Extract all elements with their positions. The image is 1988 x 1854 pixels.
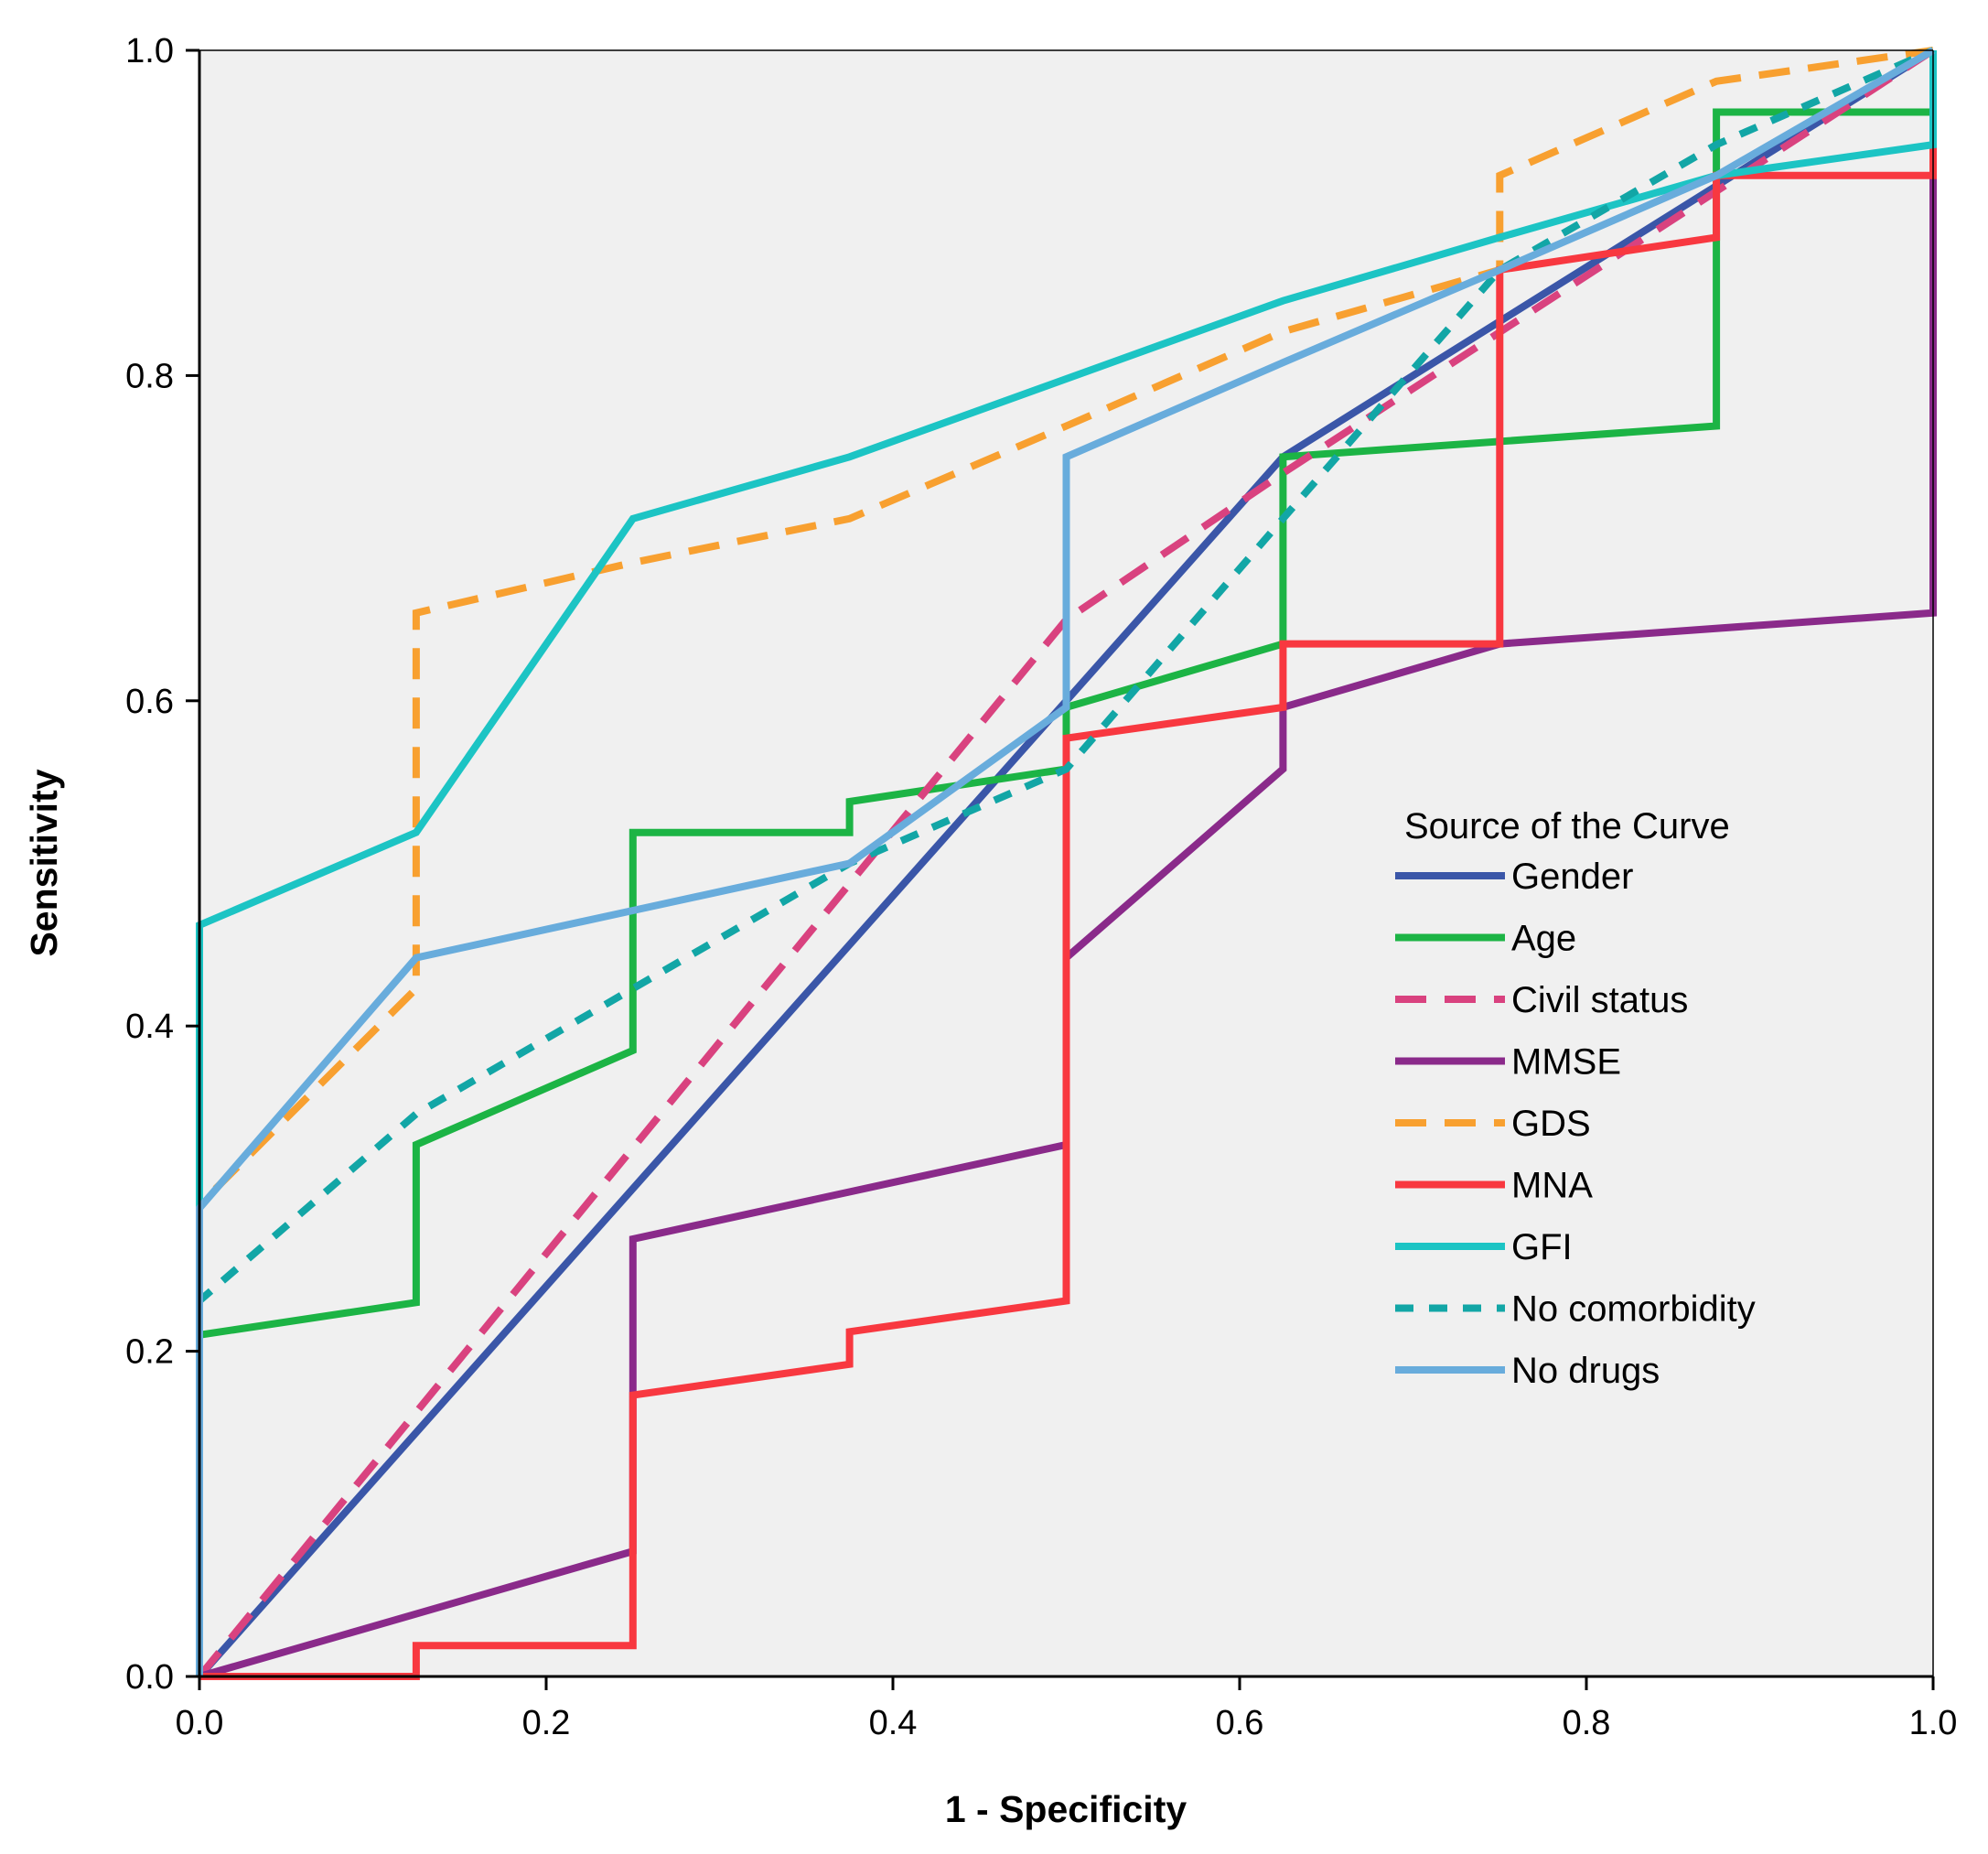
legend-label-gender: Gender [1511,857,1633,897]
y-ticks: 0.0 0.2 0.4 0.6 0.8 1.0 [125,32,199,1697]
x-tick-label: 1.0 [1909,1704,1958,1742]
y-axis-title: Sensitivity [23,769,65,956]
legend-label-no-drugs: No drugs [1511,1351,1660,1391]
series-line-civil-status [196,47,1936,1679]
x-tick-label: 0.0 [176,1704,224,1742]
legend: Source of the Curve Gender Age Civil statu… [1395,806,1756,1391]
y-tick-label: 0.8 [125,357,174,395]
y-tick-label: 0.4 [125,1008,174,1046]
y-tick-label: 0.6 [125,683,174,721]
x-ticks: 0.0 0.2 0.4 0.6 0.8 1.0 [176,1676,1958,1742]
series-layer [196,47,1937,1680]
y-tick-label: 0.2 [125,1333,174,1372]
series-line-gds [196,47,1934,1676]
series-line-mna [199,50,1937,1680]
legend-label-age: Age [1511,919,1576,959]
x-tick-label: 0.4 [869,1704,918,1742]
x-tick-label: 0.2 [522,1704,571,1742]
y-tick-label: 0.0 [125,1658,174,1697]
legend-label-civil-status: Civil status [1511,980,1688,1020]
legend-label-no-comorbidity: No comorbidity [1511,1289,1756,1330]
legend-label-gds: GDS [1511,1104,1591,1144]
x-axis-title: 1 - Specificity [945,1788,1187,1830]
series-line-no-drugs [196,47,1936,1676]
y-tick-label: 1.0 [125,32,174,70]
legend-label-mmse: MMSE [1511,1042,1621,1083]
legend-title: Source of the Curve [1404,806,1730,846]
x-tick-label: 0.6 [1216,1704,1264,1742]
series-line-no-comorbidity [196,47,1935,1676]
legend-label-gfi: GFI [1511,1227,1573,1267]
x-tick-label: 0.8 [1563,1704,1611,1742]
series-line-gfi [196,50,1937,1676]
legend-label-mna: MNA [1511,1166,1593,1206]
